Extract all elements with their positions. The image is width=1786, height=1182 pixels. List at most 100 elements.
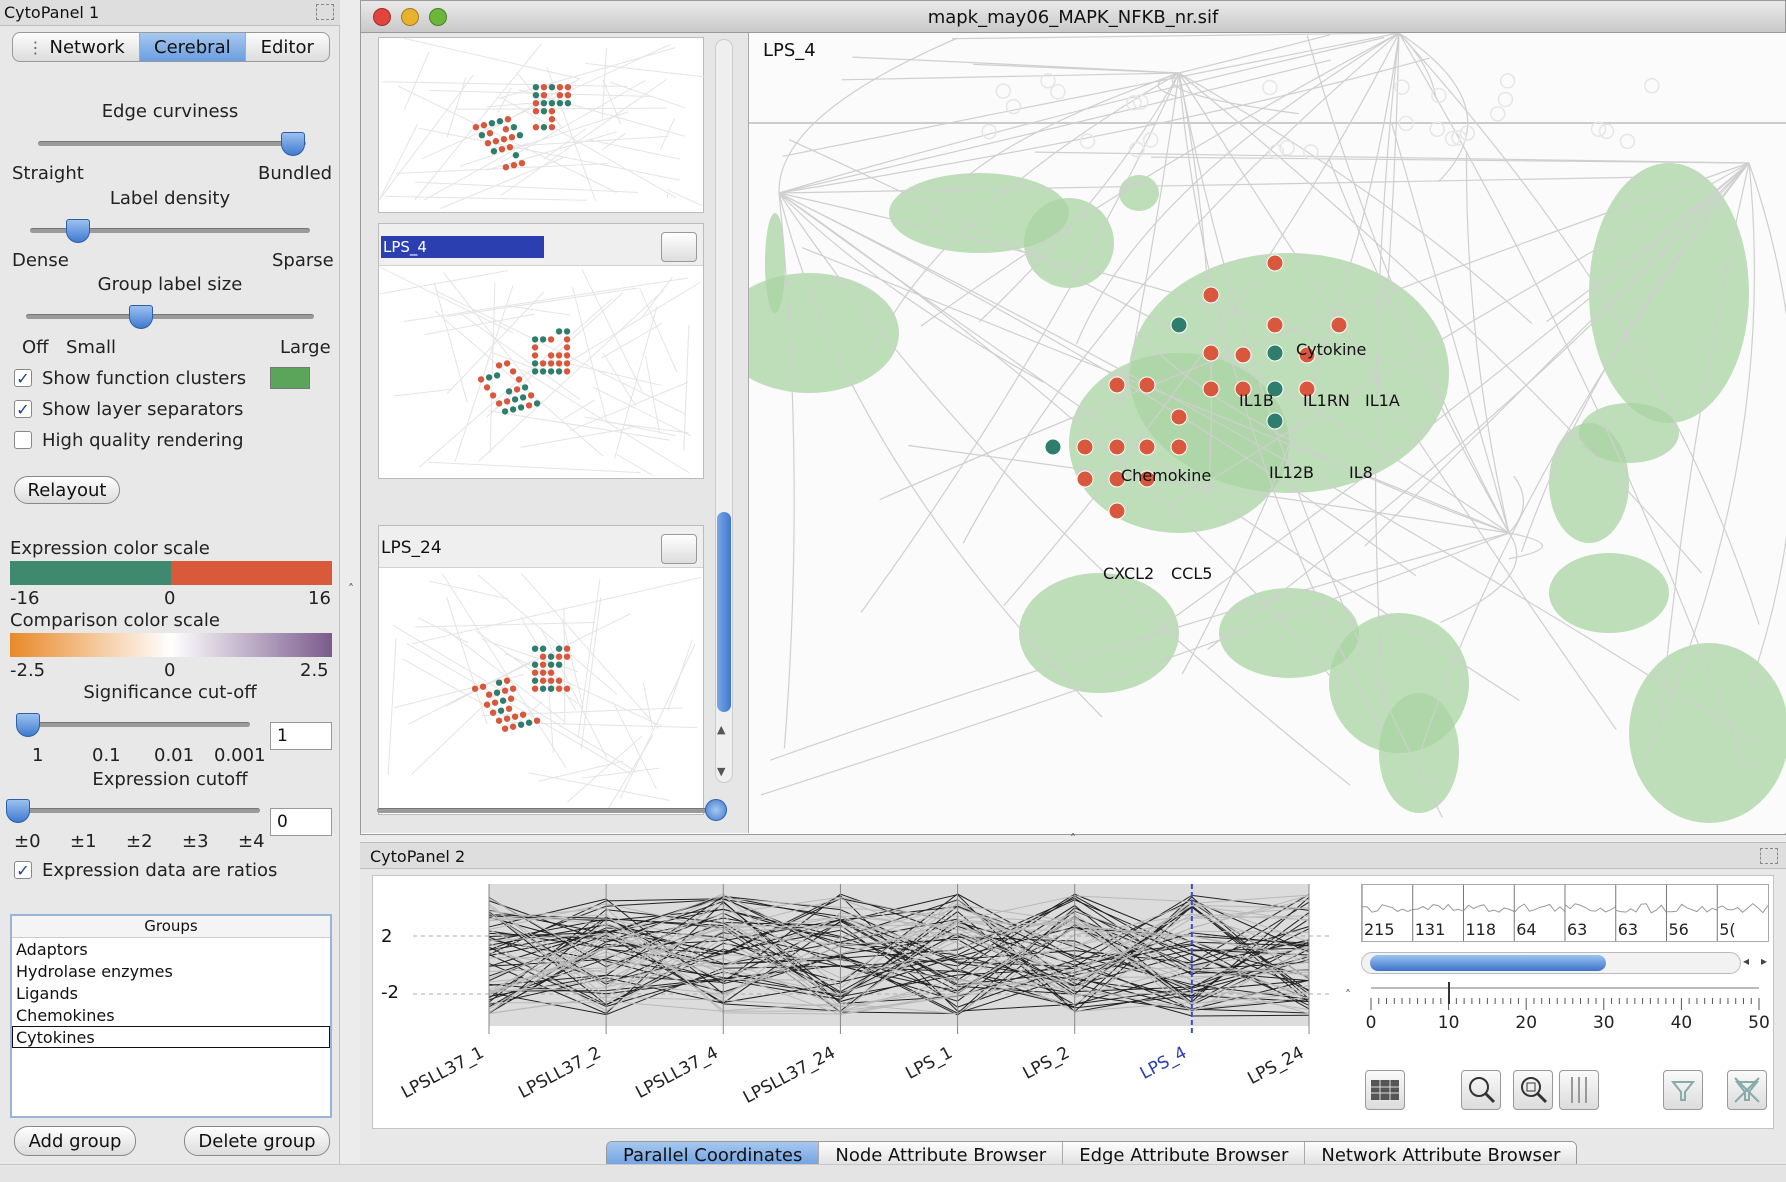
thumbnail-zoom-knob[interactable] (705, 799, 727, 821)
delete-group-button[interactable]: Delete group (184, 1126, 330, 1156)
cluster-label-chemokine: Chemokine (1121, 466, 1212, 485)
scroll-right-arrow-icon[interactable]: ▸ (1761, 954, 1768, 968)
network-edge (1374, 33, 1400, 706)
thumbnail-edge (403, 51, 430, 110)
parallel-coordinates-plot[interactable]: LPSLL37_1 LPSLL37_2 LPSLL37_4 LPSLL37_24 LPS… (373, 876, 1339, 1128)
thumbnail-edge (440, 157, 564, 209)
network-edge (908, 444, 1510, 534)
scrollbar-thumb[interactable] (717, 512, 731, 712)
bin-count-ruler[interactable]: 0 10 20 30 40 50 (1361, 980, 1769, 1030)
float-panel-icon[interactable] (316, 4, 334, 20)
significance-slider-thumb[interactable] (16, 713, 40, 737)
thumbnail-zoom-track[interactable] (377, 808, 707, 813)
thumbnail-edge (593, 386, 692, 437)
clear-filter-button[interactable] (1727, 1070, 1767, 1110)
profile-line (488, 904, 1310, 1004)
edge-curviness-track[interactable] (38, 141, 306, 146)
tab-network[interactable]: ⋮ Network (13, 33, 141, 61)
heatmap-toggle-icon[interactable] (1365, 1070, 1405, 1110)
show-layer-separators-checkbox[interactable]: ✓ (14, 400, 32, 419)
thumbnail-edge (402, 658, 520, 725)
tab-network-attribute-browser[interactable]: Network Attribute Browser (1305, 1142, 1577, 1168)
groups-list-item[interactable]: Ligands (16, 984, 78, 1003)
tab-node-attribute-browser[interactable]: Node Attribute Browser (819, 1142, 1064, 1168)
splitter-arrow-icon[interactable]: ˄ (1070, 832, 1076, 846)
float-panel-icon[interactable] (1760, 848, 1778, 864)
edge-curviness-max: Bundled (258, 163, 333, 184)
zoom-in-button[interactable] (1461, 1070, 1501, 1110)
label-density-slider-thumb[interactable] (65, 219, 90, 243)
faded-node (1394, 79, 1410, 95)
zoom-fit-button[interactable] (1513, 1070, 1553, 1110)
add-group-button[interactable]: Add group (14, 1126, 136, 1156)
thumbnail-card-0[interactable] (378, 37, 704, 213)
collapse-arrow-icon[interactable]: ˄ (348, 582, 354, 596)
thumbnail-node (531, 360, 539, 367)
histogram-scrollbar[interactable] (1361, 952, 1741, 974)
thumbnail-edge (493, 135, 669, 148)
histogram-scrollbar-thumb[interactable] (1370, 955, 1606, 971)
bin-count: 215 (1364, 920, 1395, 939)
groups-list-item[interactable]: Cytokines (12, 1026, 330, 1048)
thumbnail-node (563, 336, 571, 343)
open-view-icon[interactable] (661, 232, 697, 262)
thumbnail-edge (582, 767, 660, 779)
network-edge (1003, 33, 1400, 607)
high-quality-rendering-checkbox[interactable] (14, 431, 32, 449)
scroll-left-arrow-icon[interactable]: ◂ (1743, 954, 1750, 968)
network-graph[interactable] (749, 33, 1786, 833)
edge-curviness-slider-thumb[interactable] (280, 132, 305, 156)
expression-ratios-checkbox[interactable]: ✓ (14, 861, 32, 880)
thumbnail-node (486, 130, 494, 137)
tab-parallel-coordinates[interactable]: Parallel Coordinates (607, 1142, 820, 1168)
scroll-down-arrow-icon[interactable]: ▼ (717, 765, 726, 778)
thumbnail-node (480, 122, 488, 129)
show-function-clusters-checkbox[interactable]: ✓ (14, 369, 32, 388)
thumbnail-title-selected[interactable]: LPS_4 (381, 236, 544, 258)
significance-track[interactable] (28, 722, 250, 727)
thumbnail-node (509, 723, 517, 730)
relayout-button[interactable]: Relayout (14, 476, 120, 504)
group-label-size-track[interactable] (26, 314, 314, 319)
close-window-button[interactable] (373, 8, 391, 26)
thumbnail-edge (415, 621, 595, 628)
thumbnail-card-lps24[interactable]: LPS_24 (378, 525, 704, 815)
groups-list-item[interactable]: Chemokines (16, 1006, 115, 1025)
zoom-window-button[interactable] (429, 8, 447, 26)
thumbnail-card-lps4[interactable]: LPS_4 (378, 223, 704, 479)
thumbnail-node (508, 134, 516, 141)
thumbnail-node (531, 685, 539, 692)
cytopanel-2: CytoPanel 2 LPSLL37_1 LPSLL37_2 LPSLL37_4 L… (360, 842, 1786, 1169)
tab-cerebral[interactable]: Cerebral (140, 33, 246, 61)
filter-button[interactable] (1663, 1070, 1703, 1110)
label-density-track[interactable] (30, 228, 310, 233)
profile-line (488, 914, 1310, 1014)
groups-list-item[interactable]: Adaptors (16, 940, 88, 959)
network-edge (879, 162, 1750, 501)
thumbnail-node (547, 661, 555, 668)
group-label-size-slider-thumb[interactable] (129, 305, 154, 329)
expression-cutoff-slider-thumb[interactable] (6, 799, 30, 823)
collapse-arrow-icon[interactable]: ˄ (1345, 988, 1351, 1002)
network-canvas[interactable]: LPS_4 Cytokine IL1B IL1RN IL1A IL12B IL8… (749, 33, 1786, 833)
thumbnail-title: LPS_24 (381, 538, 442, 558)
cluster-color-swatch[interactable] (270, 367, 310, 389)
open-view-icon[interactable] (661, 534, 697, 564)
bin-count: 118 (1466, 920, 1497, 939)
expression-cutoff-track[interactable] (18, 808, 260, 813)
histogram-strip[interactable]: 215 131 118 64 63 63 56 5( (1361, 884, 1769, 942)
scroll-up-arrow-icon[interactable]: ▲ (717, 723, 726, 736)
cutoff-tick-0: ±0 (14, 831, 41, 852)
thumbnails-vertical-scrollbar[interactable] (715, 39, 733, 783)
tab-edge-attribute-browser[interactable]: Edge Attribute Browser (1063, 1142, 1306, 1168)
significance-value-field[interactable]: 1 (270, 722, 332, 750)
tab-editor[interactable]: Editor (246, 33, 330, 61)
groups-list-item[interactable]: Hydrolase enzymes (16, 962, 173, 981)
axes-button[interactable] (1559, 1070, 1599, 1110)
thumbnail-node (525, 402, 533, 409)
minimize-window-button[interactable] (401, 8, 419, 26)
thumbnail-node (548, 108, 556, 115)
expression-cutoff-value-field[interactable]: 0 (270, 808, 332, 836)
network-edge (1125, 162, 1750, 653)
network-edge (1508, 532, 1543, 560)
